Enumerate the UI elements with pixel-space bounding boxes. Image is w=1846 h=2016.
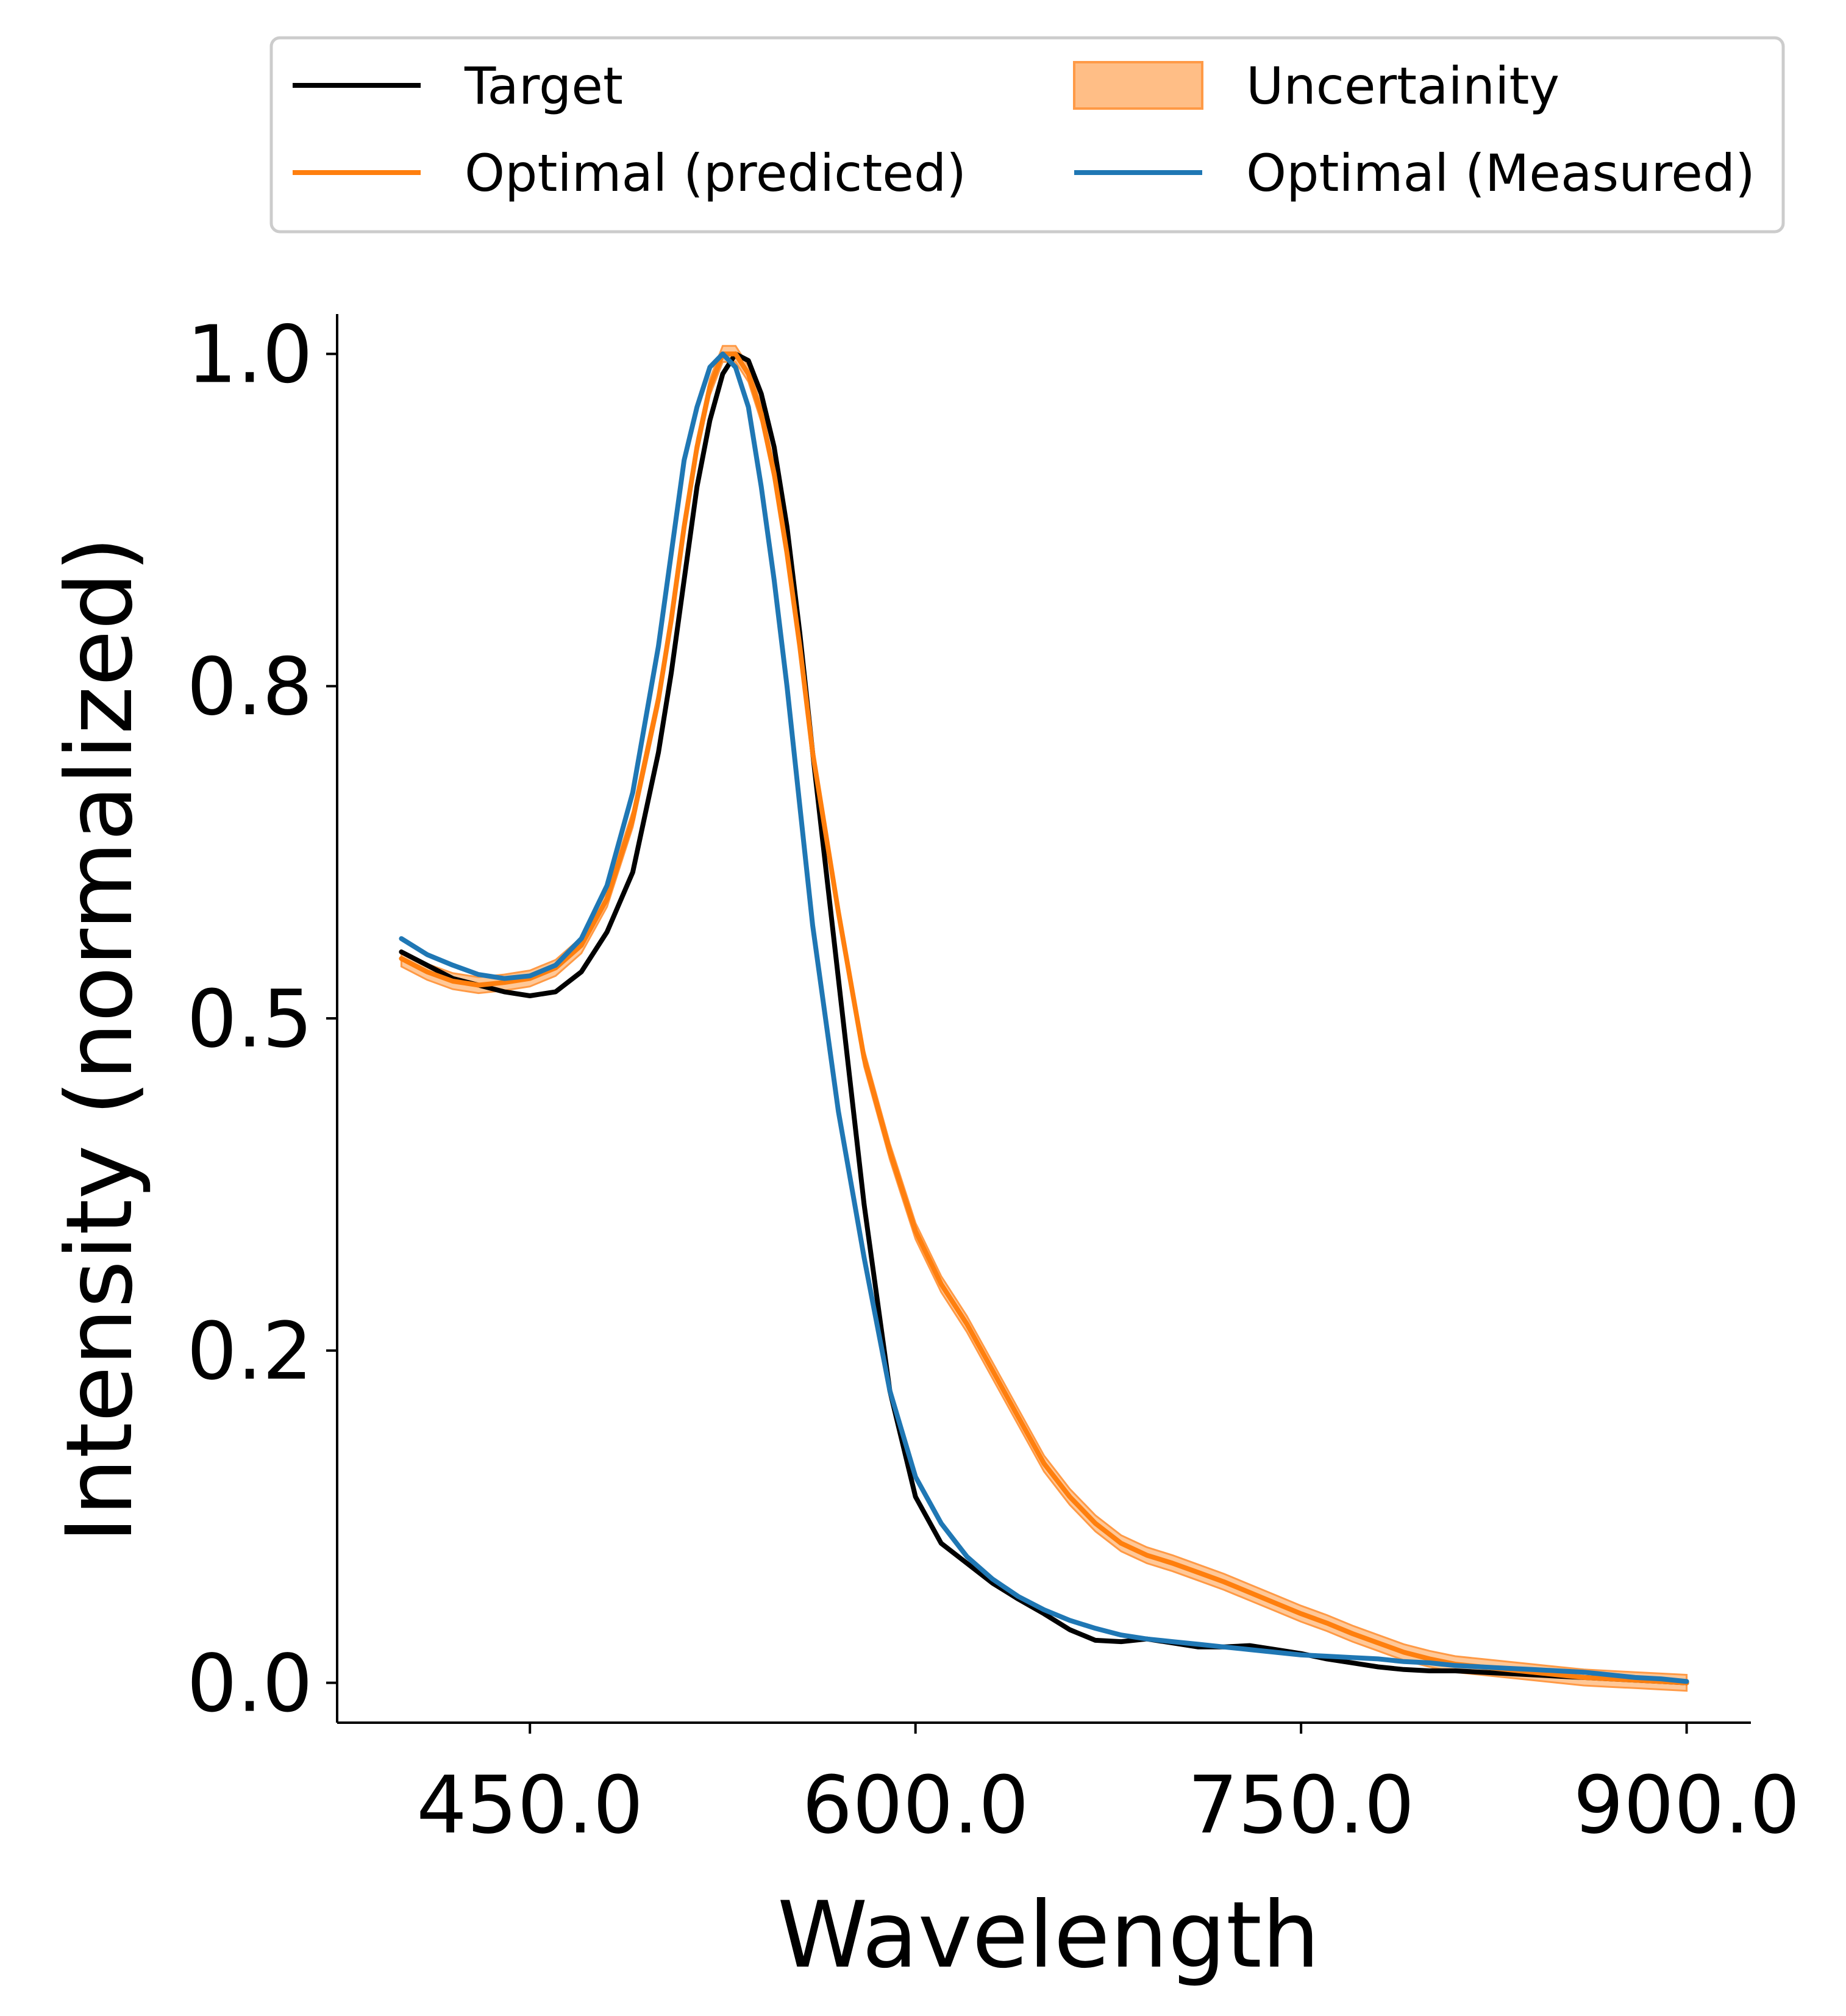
- legend-label: Optimal (predicted): [465, 143, 966, 203]
- x-tick-label: 600.0: [802, 1759, 1029, 1851]
- series-line-measured: [399, 351, 1689, 1684]
- x-axis-ticks: 450.0 600.0 750.0 900.0: [416, 1723, 1800, 1851]
- legend-label: Uncertainity: [1246, 56, 1559, 116]
- y-tick-label: 1.0: [187, 308, 313, 401]
- legend-item-target: Target: [293, 56, 623, 116]
- legend-label: Target: [464, 56, 623, 116]
- series-lines: [399, 351, 1689, 1685]
- x-axis-title: Wavelength: [777, 1882, 1320, 1989]
- legend-label: Optimal (Measured): [1246, 143, 1755, 203]
- x-tick-label: 750.0: [1188, 1759, 1414, 1851]
- x-tick-label: 450.0: [416, 1759, 643, 1851]
- y-tick-label: 0.0: [187, 1637, 313, 1730]
- plot-area: [399, 345, 1689, 1692]
- y-axis-ticks: 0.0 0.2 0.5 0.8 1.0: [187, 308, 337, 1730]
- y-tick-label: 0.5: [187, 973, 313, 1065]
- y-axis-title: Intensity (normalized): [47, 536, 153, 1543]
- legend-box: [269, 36, 1785, 234]
- legend-item-uncertainty: Uncertainity: [1073, 56, 1559, 116]
- legend-swatch-uncertainty: [1073, 61, 1203, 110]
- x-tick-label: 900.0: [1573, 1759, 1800, 1851]
- y-tick-label: 0.8: [187, 640, 313, 733]
- series-line-target: [399, 351, 1689, 1685]
- legend-item-predicted: Optimal (predicted): [293, 143, 966, 203]
- legend-item-measured: Optimal (Measured): [1074, 143, 1755, 203]
- y-tick-label: 0.2: [187, 1305, 313, 1398]
- legend: Target Optimal (predicted) Uncertainity Opt…: [269, 36, 1785, 234]
